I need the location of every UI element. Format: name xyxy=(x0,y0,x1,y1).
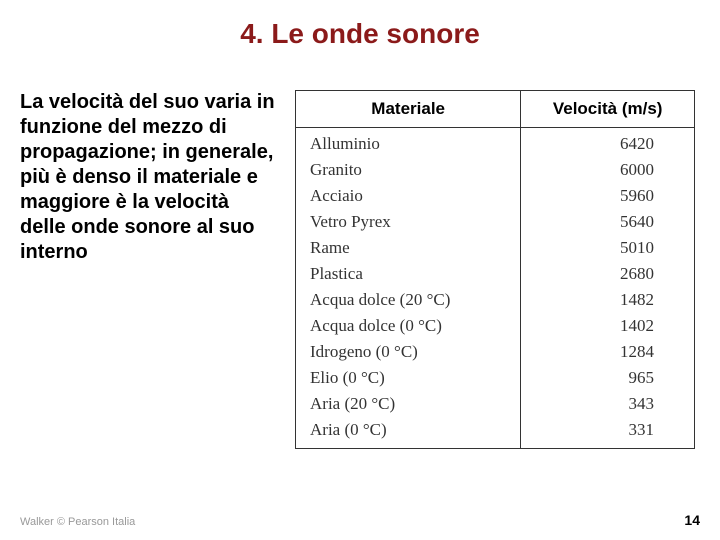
table-row: Rame5010 xyxy=(296,235,695,261)
cell-material: Vetro Pyrex xyxy=(296,209,521,235)
cell-material: Acqua dolce (20 °C) xyxy=(296,287,521,313)
cell-velocity: 6420 xyxy=(521,128,695,158)
table-row: Vetro Pyrex5640 xyxy=(296,209,695,235)
table-row: Aria (20 °C)343 xyxy=(296,391,695,417)
cell-material: Elio (0 °C) xyxy=(296,365,521,391)
table-row: Idrogeno (0 °C)1284 xyxy=(296,339,695,365)
col-header-material: Materiale xyxy=(296,91,521,128)
cell-velocity: 343 xyxy=(521,391,695,417)
col-header-velocity: Velocità (m/s) xyxy=(521,91,695,128)
cell-material: Acciaio xyxy=(296,183,521,209)
cell-velocity: 1284 xyxy=(521,339,695,365)
cell-material: Acqua dolce (0 °C) xyxy=(296,313,521,339)
table-row: Plastica2680 xyxy=(296,261,695,287)
left-column: La velocità del suo varia in funzione de… xyxy=(20,90,280,449)
cell-material: Plastica xyxy=(296,261,521,287)
cell-velocity: 6000 xyxy=(521,157,695,183)
cell-velocity: 1402 xyxy=(521,313,695,339)
cell-material: Idrogeno (0 °C) xyxy=(296,339,521,365)
cell-material: Aria (20 °C) xyxy=(296,391,521,417)
cell-velocity: 5960 xyxy=(521,183,695,209)
cell-material: Alluminio xyxy=(296,128,521,158)
slide-title: 4. Le onde sonore xyxy=(0,0,720,60)
cell-velocity: 2680 xyxy=(521,261,695,287)
page-number: 14 xyxy=(684,512,700,528)
body-text: La velocità del suo varia in funzione de… xyxy=(20,90,280,265)
cell-material: Rame xyxy=(296,235,521,261)
table-row: Granito6000 xyxy=(296,157,695,183)
cell-velocity: 1482 xyxy=(521,287,695,313)
cell-velocity: 965 xyxy=(521,365,695,391)
content-area: La velocità del suo varia in funzione de… xyxy=(0,60,720,449)
cell-material: Granito xyxy=(296,157,521,183)
table-row: Acqua dolce (20 °C)1482 xyxy=(296,287,695,313)
table-row: Aria (0 °C)331 xyxy=(296,417,695,449)
cell-velocity: 5640 xyxy=(521,209,695,235)
table-row: Alluminio6420 xyxy=(296,128,695,158)
materials-table: Materiale Velocità (m/s) Alluminio6420Gr… xyxy=(295,90,695,449)
table-row: Acqua dolce (0 °C)1402 xyxy=(296,313,695,339)
cell-velocity: 5010 xyxy=(521,235,695,261)
copyright-text: Walker © Pearson Italia xyxy=(20,516,135,528)
cell-material: Aria (0 °C) xyxy=(296,417,521,449)
table-row: Elio (0 °C)965 xyxy=(296,365,695,391)
right-column: Materiale Velocità (m/s) Alluminio6420Gr… xyxy=(295,90,695,449)
cell-velocity: 331 xyxy=(521,417,695,449)
table-row: Acciaio5960 xyxy=(296,183,695,209)
